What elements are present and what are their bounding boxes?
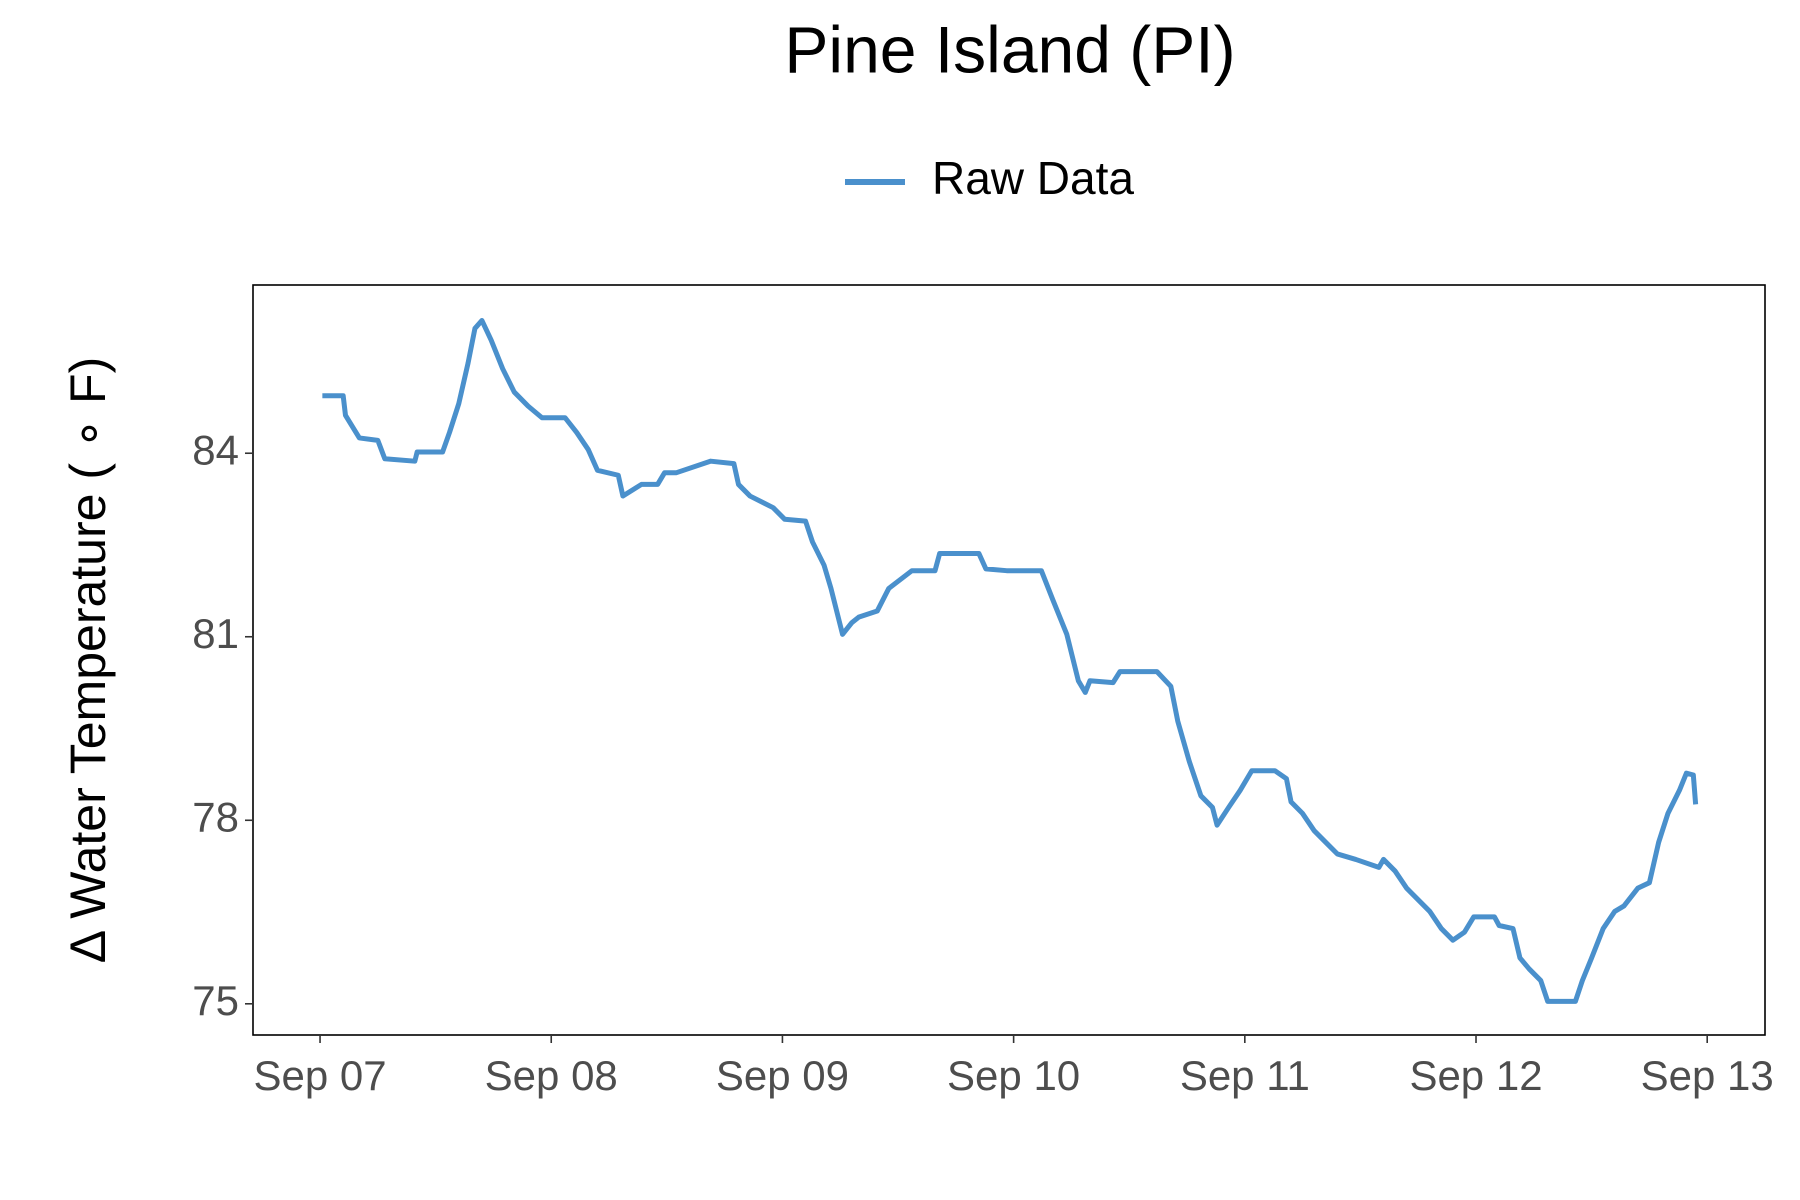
y-tick-label: 78	[192, 793, 239, 840]
y-tick-label: 81	[192, 610, 239, 657]
x-tick-label: Sep 10	[947, 1052, 1080, 1099]
x-tick-label: Sep 12	[1409, 1052, 1542, 1099]
y-axis-label: Δ Water Temperature ( ∘ F)	[60, 357, 116, 964]
legend-label: Raw Data	[932, 152, 1134, 204]
x-tick-label: Sep 07	[253, 1052, 386, 1099]
chart-title: Pine Island (PI)	[784, 12, 1235, 86]
y-tick-label: 75	[192, 977, 239, 1024]
x-tick-label: Sep 09	[716, 1052, 849, 1099]
x-tick-label: Sep 08	[485, 1052, 618, 1099]
plot-frame	[252, 284, 1766, 1036]
y-tick-label: 84	[192, 426, 239, 473]
x-tick-label: Sep 11	[1180, 1052, 1310, 1099]
data-line	[322, 317, 1699, 1004]
x-tick-label: Sep 13	[1641, 1052, 1774, 1099]
